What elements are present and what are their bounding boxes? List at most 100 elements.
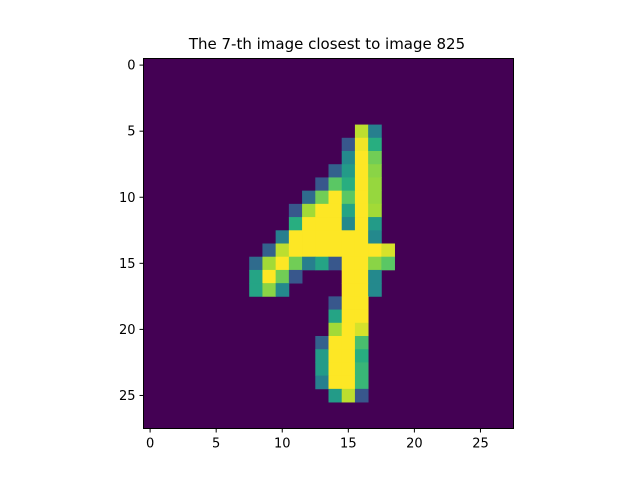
pixel-layer bbox=[249, 124, 395, 403]
pixel-cell bbox=[354, 217, 369, 231]
pixel-cell bbox=[302, 190, 316, 205]
pixel-cell bbox=[328, 243, 343, 258]
pixel-cell bbox=[302, 243, 316, 258]
pixel-cell bbox=[368, 203, 382, 218]
pixel-cell bbox=[368, 269, 382, 284]
pixel-cell bbox=[354, 296, 369, 310]
y-tick-label: 10 bbox=[119, 191, 136, 206]
pixel-cell bbox=[354, 388, 369, 403]
pixel-cell bbox=[354, 256, 369, 271]
x-axis: 0 5 10 15 20 25 bbox=[146, 428, 489, 452]
pixel-cell bbox=[288, 269, 303, 284]
y-tick-label: 20 bbox=[119, 323, 136, 338]
pixel-cell bbox=[341, 322, 356, 337]
pixel-cell bbox=[341, 296, 356, 310]
y-tick-label: 25 bbox=[119, 389, 136, 404]
pixel-cell bbox=[341, 309, 356, 324]
pixel-cell bbox=[315, 375, 329, 390]
x-tick-label: 25 bbox=[472, 437, 489, 452]
pixel-cell bbox=[341, 177, 356, 192]
pixel-cell bbox=[328, 256, 343, 271]
pixel-cell bbox=[328, 177, 343, 192]
pixel-cell bbox=[315, 190, 329, 205]
pixel-cell bbox=[249, 283, 263, 297]
x-tick-label: 20 bbox=[406, 437, 423, 452]
pixel-cell bbox=[341, 151, 356, 165]
pixel-cell bbox=[341, 137, 356, 152]
pixel-cell bbox=[275, 256, 290, 271]
pixel-cell bbox=[341, 256, 356, 271]
pixel-cell bbox=[328, 336, 343, 350]
chart-title: The 7-th image closest to image 825 bbox=[188, 35, 465, 53]
pixel-cell bbox=[315, 349, 329, 363]
axes-frame bbox=[143, 58, 514, 429]
pixel-cell bbox=[328, 203, 343, 218]
pixel-cell bbox=[315, 362, 329, 377]
pixel-cell bbox=[328, 190, 343, 205]
pixel-cell bbox=[315, 203, 329, 218]
pixel-cell bbox=[249, 256, 263, 271]
pixel-cell bbox=[328, 388, 343, 403]
pixel-cell bbox=[354, 164, 369, 178]
pixel-cell bbox=[341, 283, 356, 297]
y-tick-label: 15 bbox=[119, 257, 136, 272]
pixel-cell bbox=[288, 217, 303, 231]
pixel-cell bbox=[368, 137, 382, 152]
pixel-cell bbox=[328, 309, 343, 324]
pixel-cell bbox=[341, 203, 356, 218]
pixel-cell bbox=[341, 217, 356, 231]
pixel-cell bbox=[262, 243, 277, 258]
pixel-cell bbox=[368, 217, 382, 231]
pixel-cell bbox=[354, 322, 369, 337]
pixel-cell bbox=[302, 256, 316, 271]
pixel-cell bbox=[275, 243, 290, 258]
pixel-cell bbox=[302, 230, 316, 244]
pixel-cell bbox=[341, 375, 356, 390]
pixel-cell bbox=[381, 256, 395, 271]
pixel-cell bbox=[341, 336, 356, 350]
pixel-cell bbox=[328, 230, 343, 244]
pixel-cell bbox=[328, 296, 343, 310]
pixel-cell bbox=[354, 243, 369, 258]
pixel-cell bbox=[368, 124, 382, 139]
pixel-cell bbox=[354, 269, 369, 284]
pixel-cell bbox=[368, 230, 382, 244]
pixel-cell bbox=[315, 256, 329, 271]
image-plot: 0 5 10 15 20 25 0 5 10 15 20 25 bbox=[119, 58, 514, 452]
pixel-cell bbox=[354, 336, 369, 350]
pixel-cell bbox=[315, 177, 329, 192]
pixel-cell bbox=[315, 217, 329, 231]
pixel-cell bbox=[354, 190, 369, 205]
pixel-cell bbox=[328, 322, 343, 337]
pixel-cell bbox=[262, 256, 277, 271]
pixel-cell bbox=[354, 375, 369, 390]
x-tick-label: 15 bbox=[340, 437, 357, 452]
pixel-cell bbox=[341, 230, 356, 244]
pixel-cell bbox=[275, 283, 290, 297]
pixel-cell bbox=[341, 269, 356, 284]
pixel-cell bbox=[288, 203, 303, 218]
pixel-cell bbox=[275, 269, 290, 284]
y-axis: 0 5 10 15 20 25 bbox=[119, 59, 144, 404]
pixel-cell bbox=[354, 177, 369, 192]
pixel-cell bbox=[288, 256, 303, 271]
pixel-cell bbox=[315, 336, 329, 350]
pixel-cell bbox=[368, 256, 382, 271]
pixel-cell bbox=[249, 269, 263, 284]
pixel-cell bbox=[354, 362, 369, 377]
pixel-cell bbox=[354, 151, 369, 165]
pixel-cell bbox=[354, 137, 369, 152]
y-tick-label: 0 bbox=[127, 59, 135, 74]
x-tick-label: 0 bbox=[146, 437, 154, 452]
pixel-cell bbox=[368, 243, 382, 258]
pixel-cell bbox=[354, 283, 369, 297]
pixel-cell bbox=[328, 164, 343, 178]
pixel-cell bbox=[368, 190, 382, 205]
pixel-cell bbox=[341, 164, 356, 178]
y-tick-label: 5 bbox=[127, 125, 135, 140]
pixel-cell bbox=[368, 177, 382, 192]
pixel-cell bbox=[341, 349, 356, 363]
pixel-cell bbox=[341, 362, 356, 377]
x-tick-label: 5 bbox=[212, 437, 220, 452]
